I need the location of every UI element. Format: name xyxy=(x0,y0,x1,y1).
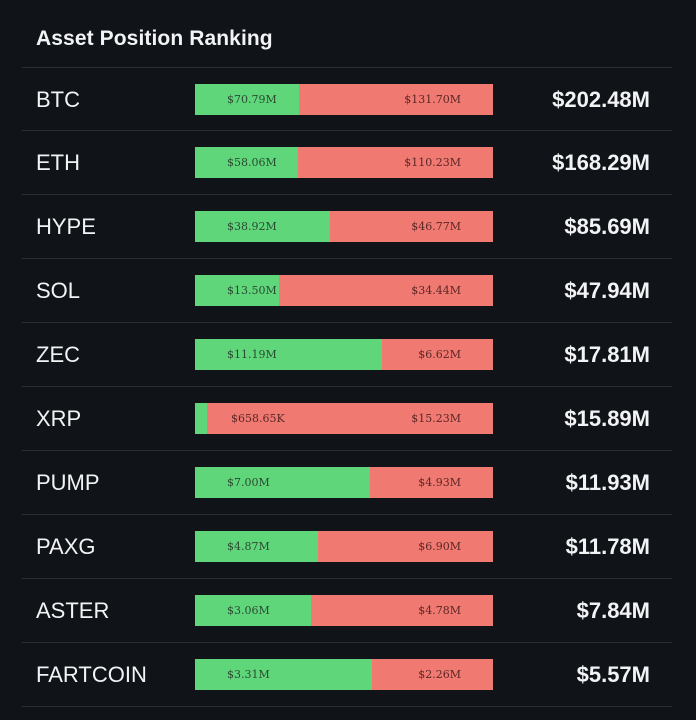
short-segment: $4.93M xyxy=(370,467,493,498)
asset-name: ETH xyxy=(36,150,80,175)
long-value-label: $658.65K xyxy=(231,412,285,425)
long-short-bar: $11.19M $6.62M xyxy=(195,339,493,370)
ranking-row: ASTER $3.06M $4.78M $7.84M xyxy=(22,579,672,643)
ranking-row: XRP $658.65K $15.23M $15.89M xyxy=(22,387,672,451)
long-value-label: $3.31M xyxy=(227,668,270,681)
short-value-label: $110.23M xyxy=(404,156,461,169)
long-value-label: $7.00M xyxy=(227,476,270,489)
short-segment: $46.77M xyxy=(330,211,493,242)
chart-title: Asset Position Ranking xyxy=(36,27,273,50)
ranking-row: FARTCOIN $3.31M $2.26M $5.57M xyxy=(22,643,672,707)
short-value-label: $2.26M xyxy=(418,668,461,681)
short-segment: $4.78M xyxy=(311,595,493,626)
long-segment: $11.19M xyxy=(195,339,382,370)
long-segment: $58.06M xyxy=(195,147,298,178)
long-short-bar: $7.00M $4.93M xyxy=(195,467,493,498)
asset-name: ASTER xyxy=(36,598,110,623)
asset-name: SOL xyxy=(36,278,81,303)
asset-name: HYPE xyxy=(36,214,96,239)
short-value-label: $46.77M xyxy=(411,220,461,233)
asset-name: BTC xyxy=(36,87,80,112)
total-value: $47.94M xyxy=(564,278,650,303)
long-short-bar: $70.79M $131.70M xyxy=(195,84,493,115)
short-segment: $131.70M xyxy=(299,84,493,115)
short-value-label: $131.70M xyxy=(404,93,461,106)
short-value-label: $4.78M xyxy=(418,604,461,617)
long-value-label: $38.92M xyxy=(227,220,277,233)
long-value-label: $13.50M xyxy=(227,284,277,297)
asset-name: XRP xyxy=(36,406,82,431)
total-value: $11.78M xyxy=(565,534,650,559)
long-short-bar: $658.65K $15.23M xyxy=(195,403,493,434)
asset-name: ZEC xyxy=(36,342,80,367)
long-short-bar: $4.87M $6.90M xyxy=(195,531,493,562)
short-value-label: $4.93M xyxy=(418,476,461,489)
ranking-row: PUMP $7.00M $4.93M $11.93M xyxy=(22,451,672,515)
total-value: $5.57M xyxy=(576,662,650,687)
long-segment: $3.31M xyxy=(195,659,372,690)
short-segment: $34.44M xyxy=(279,275,493,306)
long-value-label: $3.06M xyxy=(227,604,270,617)
total-value: $202.48M xyxy=(552,87,650,112)
ranking-row: SOL $13.50M $34.44M $47.94M xyxy=(22,259,672,323)
short-segment: $110.23M xyxy=(298,147,493,178)
total-value: $17.81M xyxy=(564,342,650,367)
ranking-row: HYPE $38.92M $46.77M $85.69M xyxy=(22,195,672,259)
total-value: $15.89M xyxy=(564,406,650,431)
ranking-row: PAXG $4.87M $6.90M $11.78M xyxy=(22,515,672,579)
ranking-row: ETH $58.06M $110.23M $168.29M xyxy=(22,131,672,195)
long-segment: $3.06M xyxy=(195,595,311,626)
long-value-label: $11.19M xyxy=(227,348,277,361)
long-short-bar: $38.92M $46.77M xyxy=(195,211,493,242)
long-value-label: $58.06M xyxy=(227,156,277,169)
long-segment: $70.79M xyxy=(195,84,299,115)
short-segment: $2.26M xyxy=(372,659,493,690)
long-short-bar: $3.31M $2.26M xyxy=(195,659,493,690)
short-segment: $6.62M xyxy=(382,339,493,370)
short-segment: $658.65K $15.23M xyxy=(207,403,493,434)
total-value: $85.69M xyxy=(564,214,650,239)
ranking-row: BTC $70.79M $131.70M $202.48M xyxy=(22,67,672,131)
long-value-label: $4.87M xyxy=(227,540,270,553)
long-short-bar: $58.06M $110.23M xyxy=(195,147,493,178)
asset-name: FARTCOIN xyxy=(36,662,147,687)
short-value-label: $15.23M xyxy=(411,412,461,425)
long-segment: $4.87M xyxy=(195,531,318,562)
asset-name: PUMP xyxy=(36,470,100,495)
long-value-label: $70.79M xyxy=(227,93,277,106)
total-value: $11.93M xyxy=(565,470,650,495)
ranking-row: ZEC $11.19M $6.62M $17.81M xyxy=(22,323,672,387)
total-value: $168.29M xyxy=(552,150,650,175)
short-value-label: $34.44M xyxy=(411,284,461,297)
long-segment: $7.00M xyxy=(195,467,370,498)
short-segment: $6.90M xyxy=(318,531,493,562)
long-segment: $13.50M xyxy=(195,275,279,306)
long-segment xyxy=(195,403,207,434)
total-value: $7.84M xyxy=(576,598,650,623)
long-short-bar: $13.50M $34.44M xyxy=(195,275,493,306)
short-value-label: $6.62M xyxy=(418,348,461,361)
long-short-bar: $3.06M $4.78M xyxy=(195,595,493,626)
short-value-label: $6.90M xyxy=(418,540,461,553)
ranking-rows: BTC $70.79M $131.70M $202.48M ETH $58.06M $110… xyxy=(22,67,672,707)
long-segment: $38.92M xyxy=(195,211,330,242)
asset-name: PAXG xyxy=(36,534,96,559)
